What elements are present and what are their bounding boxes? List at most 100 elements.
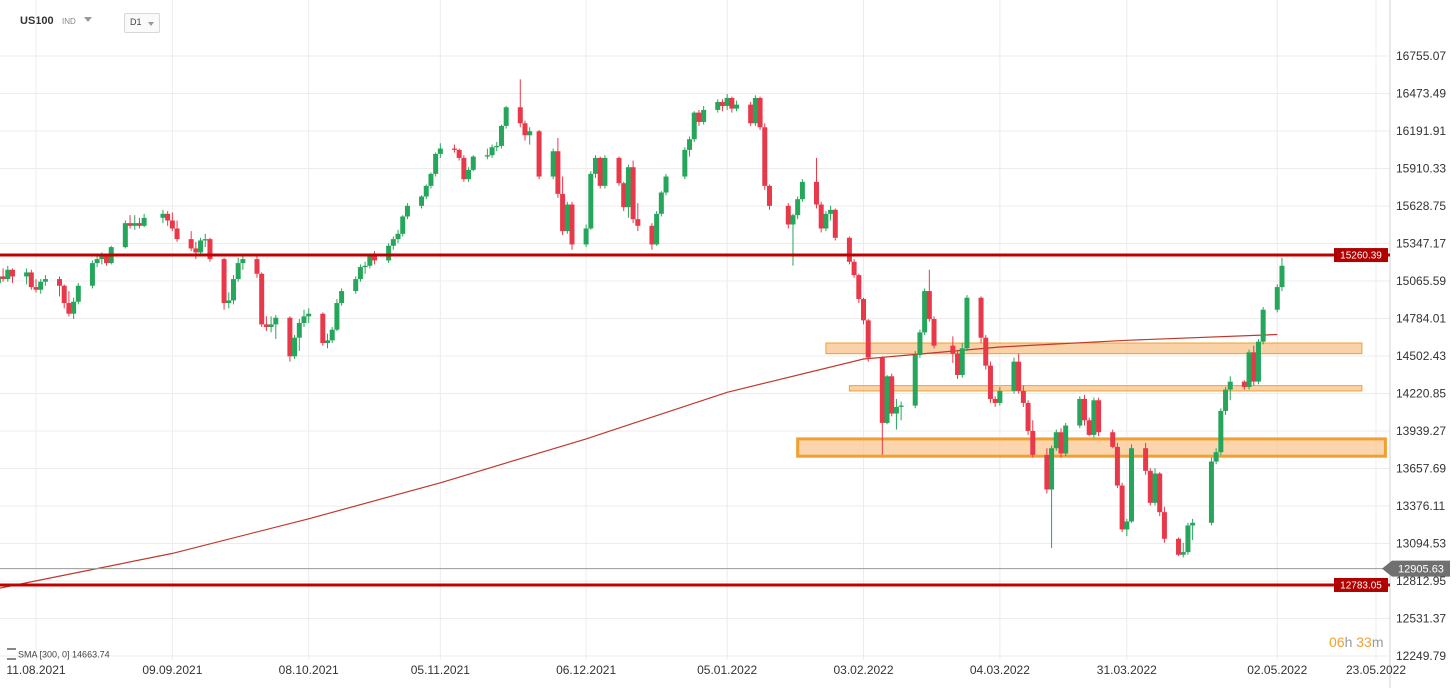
candle-body-94: [621, 183, 627, 208]
candle-body-147: [987, 365, 993, 399]
candle-body-186: [1251, 352, 1257, 382]
timeframe-selector[interactable]: D1: [124, 13, 160, 33]
candle-body-75: [489, 147, 495, 156]
candle-body-116: [766, 185, 772, 206]
candle-body-112: [748, 104, 754, 124]
candle-body-119: [795, 199, 801, 216]
candle-body-118: [790, 215, 796, 225]
candle-body-103: [687, 139, 693, 150]
timeframe-label: D1: [130, 17, 142, 27]
indicator-label: SMA [300, 0]: [18, 649, 70, 660]
candle-body-167: [1119, 485, 1125, 530]
y-tick-label-8: 14502.43: [1396, 349, 1446, 363]
candle-body-180: [1213, 452, 1219, 462]
candle-body-164: [1096, 400, 1102, 433]
candle-body-122: [818, 204, 824, 229]
candle-body-42: [268, 324, 274, 328]
candle-body-121: [813, 181, 819, 205]
sma-line: [0, 333, 1278, 589]
candle-body-189: [1274, 287, 1280, 310]
indicator-value: 14663.74: [72, 649, 110, 660]
market-dropdown-icon[interactable]: [84, 17, 92, 22]
candle-body-96: [630, 167, 636, 220]
candle-body-88: [583, 228, 589, 245]
x-tick-label-10: 23.05.2022: [1346, 663, 1406, 677]
y-tick-label-6: 15065.59: [1396, 274, 1446, 288]
candle-body-52: [334, 303, 340, 330]
candle-body-137: [917, 332, 923, 355]
candle-body-53: [339, 291, 345, 304]
candle-body-142: [955, 353, 961, 375]
candle-body-46: [296, 323, 302, 338]
candle-body-56: [362, 265, 368, 268]
candle-body-24: [141, 217, 147, 226]
chevron-down-icon: [148, 22, 154, 26]
candle-body-171: [1147, 470, 1153, 503]
candle-body-10: [57, 279, 63, 286]
candle-body-113: [752, 97, 758, 124]
candle-body-182: [1223, 389, 1229, 411]
candle-body-188: [1260, 309, 1266, 342]
candle-body-135: [898, 405, 904, 407]
y-tick-label-13: 13094.53: [1396, 537, 1446, 551]
candle-body-148: [992, 398, 998, 403]
candle-body-40: [259, 273, 265, 325]
y-tick-label-4: 15628.75: [1396, 199, 1446, 213]
candle-body-18: [104, 256, 110, 264]
candle-body-67: [433, 153, 439, 174]
candle-body-74: [484, 155, 490, 157]
candle-body-66: [428, 173, 434, 186]
countdown-minutes-unit: m: [1371, 634, 1384, 650]
candle-body-44: [287, 317, 293, 357]
candle-body-141: [950, 345, 956, 354]
y-tick-label-16: 12249.79: [1396, 649, 1446, 663]
grid-lines: [0, 0, 1391, 688]
candle-body-115: [762, 127, 768, 186]
y-tick-label-11: 13657.69: [1396, 462, 1446, 476]
candle-body-36: [230, 279, 236, 301]
market-label[interactable]: IND: [62, 17, 76, 26]
candle-body-166: [1114, 446, 1120, 486]
indicator-legend[interactable]: SMA [300, 0] 14663.74: [7, 648, 110, 661]
candle-body-146: [983, 337, 989, 366]
y-tick-label-9: 14220.85: [1396, 387, 1446, 401]
candle-body-32: [202, 239, 208, 241]
candle-body-181: [1218, 410, 1224, 453]
candle-body-172: [1152, 473, 1158, 503]
countdown-minutes: 33: [1356, 634, 1372, 650]
candle-body-27: [169, 220, 175, 229]
candle-body-65: [423, 185, 429, 197]
candle-body-107: [715, 101, 721, 110]
candle-body-178: [1190, 522, 1196, 526]
candle-body-28: [174, 228, 180, 240]
candle-body-187: [1255, 341, 1261, 382]
candle-body-150: [1011, 361, 1017, 391]
candle-body-14: [75, 285, 81, 302]
candle-body-62: [400, 216, 406, 234]
x-tick-label-5: 05.01.2022: [697, 663, 757, 677]
countdown-hours-unit: h: [1344, 634, 1353, 650]
candle-body-100: [658, 192, 664, 214]
candle-body-2: [0, 276, 6, 280]
candle-body-174: [1161, 512, 1167, 539]
candle-body-156: [1049, 448, 1055, 490]
candle-body-33: [207, 239, 213, 260]
candle-body-106: [701, 109, 707, 122]
candle-body-184: [1241, 381, 1247, 387]
candle-body-54: [353, 279, 359, 292]
candle-body-11: [61, 285, 67, 304]
x-axis: 11.08.2021 09.09.2021 08.10.2021 05.11.2021…: [6, 663, 1406, 677]
candle-body-98: [649, 225, 655, 245]
candle-body-155: [1044, 454, 1050, 490]
candle-body-140: [931, 319, 937, 346]
symbol-label[interactable]: US100: [20, 15, 54, 27]
candle-body-70: [456, 149, 462, 158]
candle-body-78: [503, 107, 509, 126]
candle-body-29: [188, 239, 194, 249]
x-tick-label-2: 08.10.2021: [279, 663, 339, 677]
candle-body-157: [1053, 432, 1059, 449]
candle-body-93: [616, 157, 622, 184]
x-tick-label-6: 03.02.2022: [833, 663, 893, 677]
candle-body-55: [357, 267, 363, 280]
